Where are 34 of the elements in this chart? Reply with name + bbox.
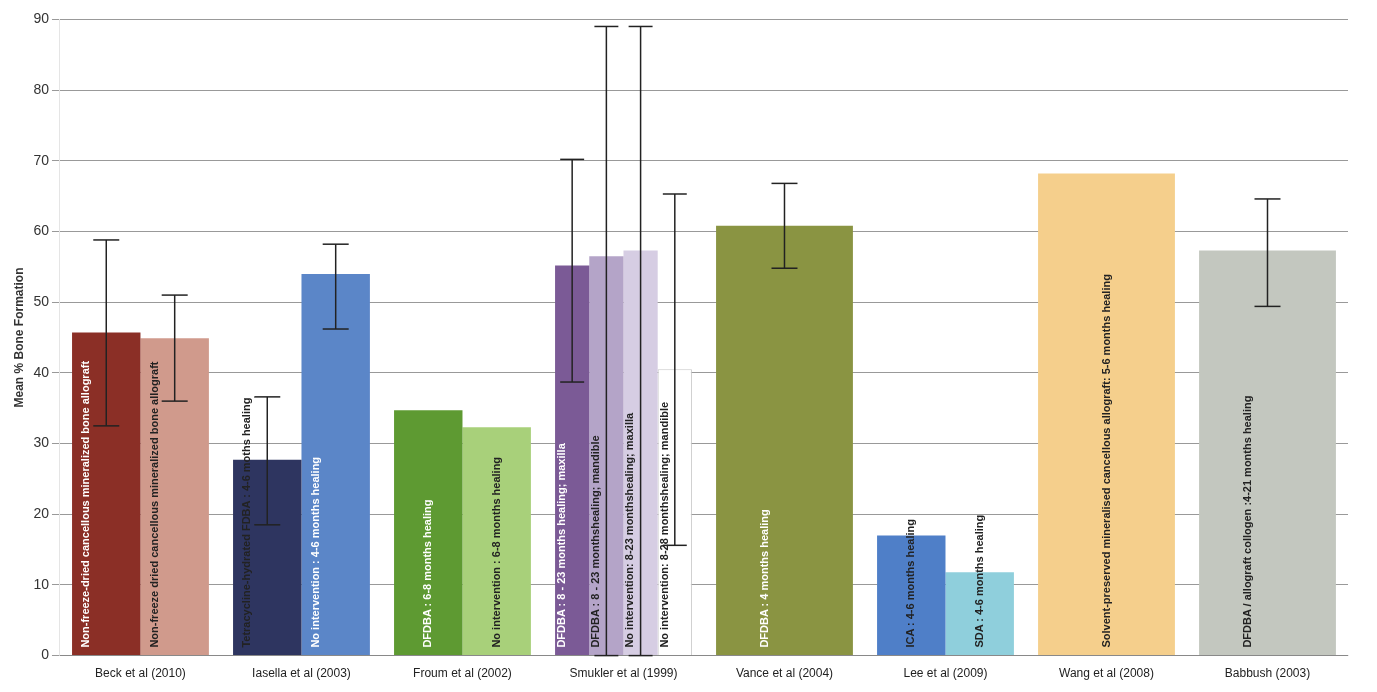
series-label: Solvent-preserved mineralised cancellous allograft: 5-6 months healing	[1099, 274, 1112, 648]
y-tick-label: 0	[41, 646, 50, 663]
x-tick-label: Wang et al (2008)	[1059, 666, 1154, 681]
y-tick-label: 90	[33, 10, 50, 27]
x-tick-label: Froum et al (2002)	[413, 666, 512, 681]
series-label: Non-freeze-dried cancellous mineralized bone allograft	[79, 360, 92, 648]
x-tick-label: Vance et al (2004)	[735, 666, 834, 681]
series-label: Non-freeze dried cancellous mineralized bone allograft	[147, 361, 160, 648]
x-tick-label: Iasella et al (2003)	[252, 666, 351, 681]
series-label: SDA : 4-6 months healing	[972, 514, 985, 648]
y-tick-label: 50	[33, 293, 50, 310]
series-label: No intervention: 8-28 monthshealing; mandible	[657, 401, 670, 648]
x-tick-label: Beck et al (2010)	[95, 666, 186, 681]
x-tick-label: Lee et al (2009)	[903, 666, 988, 681]
series-label: DFDBA : 6-8 months healing	[421, 499, 434, 648]
y-tick-label: 20	[33, 505, 50, 522]
series-label: DFDBA : 8 - 23 monthshealing; mandible	[589, 435, 602, 648]
series-label: Tetracycline-hydrated FDBA : 4-6 moths healing	[240, 397, 253, 648]
series-label: DFDBA / allograft collogen :4-21 months healing	[1240, 395, 1253, 648]
series-label: ICA : 4-6 months healing	[904, 519, 917, 648]
series-label: No intervention : 6-8 months healing	[489, 456, 502, 648]
y-tick-label: 70	[33, 151, 50, 168]
y-tick-label: 10	[33, 575, 50, 592]
x-tick-label: Smukler et al (1999)	[569, 666, 678, 681]
y-axis-title: Mean % Bone Formation	[11, 267, 26, 408]
y-tick-label: 60	[33, 222, 50, 239]
series-label: DFDBA : 4 months healing	[757, 509, 770, 648]
series-label: No intervention : 4-6 months healing	[308, 456, 321, 648]
y-tick-label: 40	[33, 363, 50, 380]
y-tick-label: 80	[33, 80, 50, 97]
y-tick-label: 30	[33, 434, 50, 451]
x-tick-label: Babbush (2003)	[1224, 666, 1311, 681]
series-label: DFDBA : 8 - 23 months healing; maxilla	[554, 442, 567, 648]
series-label: No intervention: 8-23 monthshealing; maxilla	[623, 412, 636, 648]
